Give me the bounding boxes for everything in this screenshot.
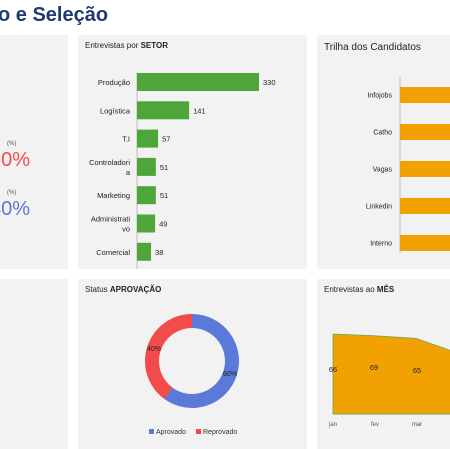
setor-data-label: 49 <box>159 220 167 229</box>
trilha-category-label: Infojobs <box>367 93 392 100</box>
setor-category-label: vo <box>122 225 130 234</box>
setor-chart-panel: Entrevistas por SETOR 330 Produção 141 Logí… <box>78 35 307 269</box>
aprovacao-chart-panel: Status APROVAÇÃO 60% 40% Aprovado Reprovado <box>78 279 307 449</box>
setor-bar <box>137 101 190 120</box>
setor-category-label: Produção <box>98 78 130 87</box>
trilha-category-label: Linkedin <box>366 204 392 211</box>
aprovacao-slice <box>145 314 192 400</box>
setor-bar-chart: 330 Produção 141 Logística 57 T.I 51 Controlado… <box>89 72 276 269</box>
setor-data-label: 330 <box>263 78 276 87</box>
trilha-category-label: Vagas <box>373 167 393 174</box>
mes-x-tick-label: jan <box>328 422 337 428</box>
setor-bar <box>137 129 159 148</box>
setor-category-label: Marketing <box>97 191 130 200</box>
setor-bar <box>137 214 156 233</box>
setor-category-label: Logística <box>100 106 131 115</box>
trilha-bar <box>400 87 450 103</box>
mes-area <box>332 333 450 415</box>
percent-label-2: (%) <box>7 190 17 196</box>
aprovacao-slice <box>164 314 239 408</box>
setor-bar <box>137 73 259 91</box>
setor-category-label: Administrati <box>91 215 131 224</box>
setor-chart-title: Entrevistas por SETOR <box>85 41 168 50</box>
trilha-bar <box>400 161 450 177</box>
mes-data-label: 65 <box>413 366 421 375</box>
trilha-category-label: Interno <box>370 241 392 248</box>
trilha-chart-title: Trilha dos Candidatos <box>324 42 421 53</box>
mes-x-tick-label: fev <box>371 422 379 428</box>
percent-label-1: (%) <box>7 141 17 147</box>
setor-category-label: Comercial <box>96 248 130 257</box>
aprovacao-legend-label: Aprovado <box>156 429 186 436</box>
setor-data-label: 57 <box>162 135 170 144</box>
mes-chart-title: Entrevistas ao MÊS <box>324 285 395 294</box>
trilha-bar <box>400 124 450 140</box>
page-title: o e Seleção <box>0 4 109 26</box>
setor-data-label: 38 <box>155 248 163 257</box>
trilha-chart-panel: Trilha dos Candidatos Infojobs Catho Vagas… <box>317 35 450 269</box>
trilha-bar <box>400 235 450 251</box>
setor-bar <box>137 157 156 176</box>
aprovacao-legend-swatch <box>196 429 201 434</box>
trilha-category-label: Catho <box>373 130 392 137</box>
trilha-bar <box>400 198 450 214</box>
setor-category-label: T.I <box>122 135 130 144</box>
setor-category-label: a <box>126 168 131 177</box>
aprovacao-donut-chart: 60% 40% Aprovado Reprovado <box>145 314 239 436</box>
percent-value-1: 60% <box>0 149 31 171</box>
percent-value-2: 40% <box>0 198 31 220</box>
setor-data-label: 141 <box>193 106 206 115</box>
setor-bar <box>137 242 152 261</box>
aprovacao-slice-label: 60% <box>223 371 237 378</box>
aprovacao-legend-label: Reprovado <box>203 429 237 436</box>
aprovacao-chart-title: Status APROVAÇÃO <box>85 285 162 294</box>
mes-chart-panel: Entrevistas ao MÊS 66 69 65 jan fev mar <box>317 279 450 449</box>
mes-area-chart: 66 69 65 jan fev mar <box>328 333 450 428</box>
bottom-left-panel <box>0 279 68 449</box>
setor-data-label: 51 <box>160 163 168 172</box>
percent-panel: (%) 60% (%) 40% <box>0 35 68 269</box>
setor-data-label: 51 <box>160 191 168 200</box>
mes-data-label: 69 <box>370 363 378 372</box>
aprovacao-legend-swatch <box>149 429 154 434</box>
setor-bar <box>137 186 156 205</box>
mes-data-label: 66 <box>329 365 337 374</box>
aprovacao-slice-label: 40% <box>147 346 161 353</box>
trilha-bar-chart: Infojobs Catho Vagas Linkedin Interno <box>366 77 450 253</box>
setor-category-label: Controladori <box>89 158 130 167</box>
mes-x-tick-label: mar <box>412 422 422 428</box>
